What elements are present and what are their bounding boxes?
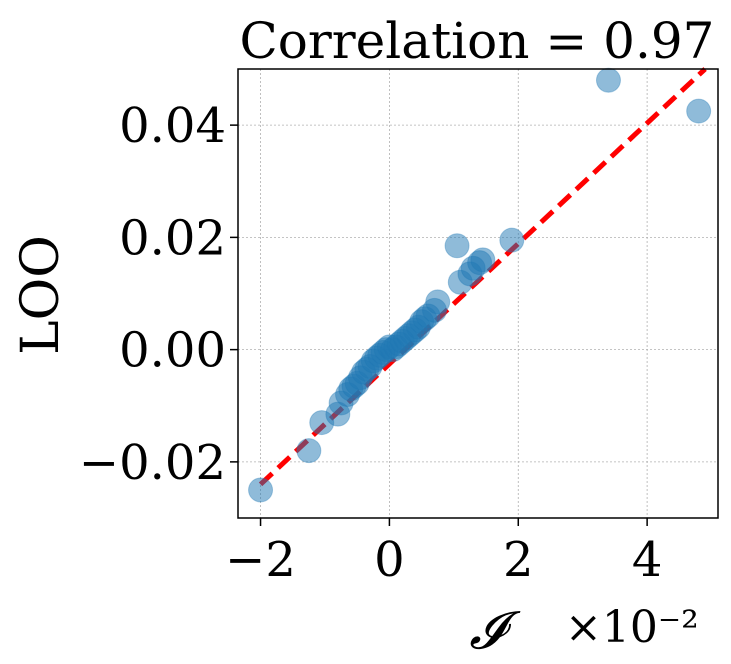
x-tick-label: 0	[374, 532, 405, 588]
y-tick-label: 0.00	[119, 323, 226, 379]
points-group	[248, 67, 712, 503]
y-tick-label: 0.02	[119, 210, 226, 266]
x-axis-label: 𝓘	[469, 601, 521, 661]
data-point	[296, 438, 322, 464]
x-tick-label: 4	[632, 532, 663, 588]
y-tick-label: −0.02	[79, 435, 226, 491]
data-point	[499, 227, 525, 253]
data-point	[686, 98, 712, 124]
data-point	[248, 477, 274, 503]
ticks-group: −2 0 2 4 −0.02 0.00 0.02 0.04	[79, 98, 662, 588]
x-axis-offset-label: ×10⁻²	[565, 602, 699, 653]
plot-frame	[237, 68, 719, 519]
data-point	[425, 289, 451, 315]
y-tick-label: 0.04	[119, 98, 226, 154]
data-point	[595, 67, 621, 93]
y-axis-label: LOO	[11, 235, 71, 355]
chart-title: Correlation = 0.97	[240, 12, 715, 70]
x-tick-label: 2	[503, 532, 534, 588]
x-tick-label: −2	[225, 532, 296, 588]
grid	[238, 69, 718, 518]
data-point	[444, 233, 470, 259]
data-point	[470, 247, 496, 273]
